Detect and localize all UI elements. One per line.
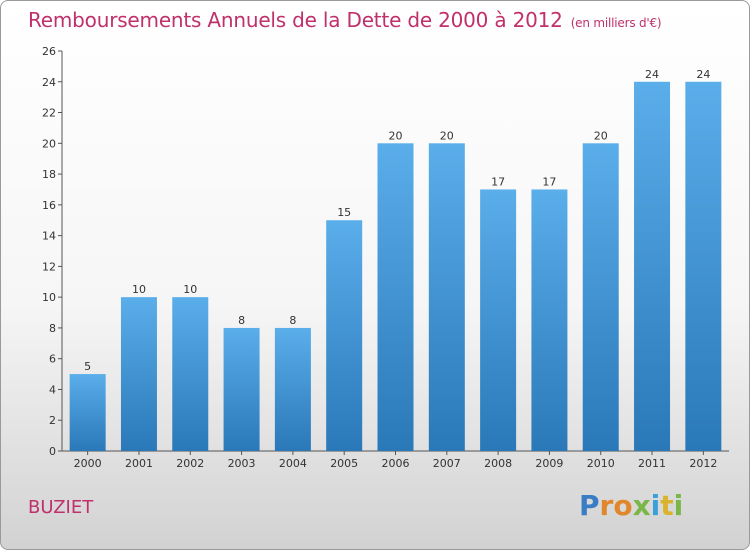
logo-letter: o	[613, 489, 633, 522]
bar-value-label: 15	[337, 206, 351, 219]
y-tick-label: 22	[42, 107, 56, 120]
bar	[377, 143, 414, 452]
bar-value-label: 5	[84, 360, 91, 373]
bar-value-label: 8	[289, 314, 296, 327]
x-tick-label: 2008	[484, 457, 512, 470]
y-tick-label: 24	[42, 76, 56, 89]
x-tick-label: 2011	[638, 457, 666, 470]
bar-value-label: 17	[542, 175, 556, 188]
logo-letter: P	[579, 489, 600, 522]
bar-value-label: 10	[132, 283, 146, 296]
x-tick-label: 2009	[535, 457, 563, 470]
bar	[634, 81, 671, 452]
bar-value-label: 20	[389, 129, 403, 142]
bar-value-label: 20	[594, 129, 608, 142]
unit-label: (en milliers d'€)	[570, 16, 662, 30]
x-tick-label: 2004	[279, 457, 307, 470]
bar	[120, 297, 157, 451]
bar	[531, 189, 568, 451]
x-tick-label: 2002	[176, 457, 204, 470]
bar	[274, 327, 311, 451]
y-tick-label: 26	[42, 45, 56, 58]
y-tick-label: 6	[49, 353, 56, 366]
y-tick-label: 18	[42, 168, 56, 181]
bar-value-label: 24	[696, 68, 710, 81]
y-tick-label: 2	[49, 414, 56, 427]
logo-letter: x	[632, 489, 651, 522]
bar	[480, 189, 517, 451]
title-text: Remboursements Annuels de la Dette de 20…	[28, 8, 563, 32]
logo-letter: r	[599, 489, 614, 522]
bar-value-label: 20	[440, 129, 454, 142]
commune-name: BUZIET	[28, 497, 94, 518]
chart-title: Remboursements Annuels de la Dette de 20…	[28, 8, 662, 32]
bar-value-label: 10	[183, 283, 197, 296]
bar-value-label: 17	[491, 175, 505, 188]
x-tick-label: 2010	[587, 457, 615, 470]
y-tick-label: 10	[42, 291, 56, 304]
x-tick-label: 2005	[330, 457, 358, 470]
logo-letter: i	[673, 489, 684, 522]
bar-value-label: 8	[238, 314, 245, 327]
bar	[685, 81, 722, 452]
y-tick-label: 20	[42, 137, 56, 150]
x-tick-label: 2003	[228, 457, 256, 470]
x-tick-label: 2000	[74, 457, 102, 470]
y-tick-label: 4	[49, 383, 56, 396]
proxiti-logo: Proxiti	[579, 489, 683, 522]
y-tick-label: 8	[49, 322, 56, 335]
bar	[582, 143, 619, 452]
bar	[428, 143, 465, 452]
bar	[172, 297, 209, 451]
y-tick-label: 12	[42, 260, 56, 273]
y-tick-label: 16	[42, 199, 56, 212]
x-tick-label: 2001	[125, 457, 153, 470]
logo-letter: t	[660, 489, 674, 522]
bar-value-label: 24	[645, 68, 659, 81]
bar	[69, 374, 106, 451]
bar	[223, 327, 260, 451]
y-tick-label: 0	[49, 445, 56, 458]
y-tick-label: 14	[42, 230, 56, 243]
x-tick-label: 2006	[382, 457, 410, 470]
x-tick-label: 2012	[689, 457, 717, 470]
logo-letter: i	[650, 489, 661, 522]
bar	[326, 220, 363, 451]
x-tick-label: 2007	[433, 457, 461, 470]
